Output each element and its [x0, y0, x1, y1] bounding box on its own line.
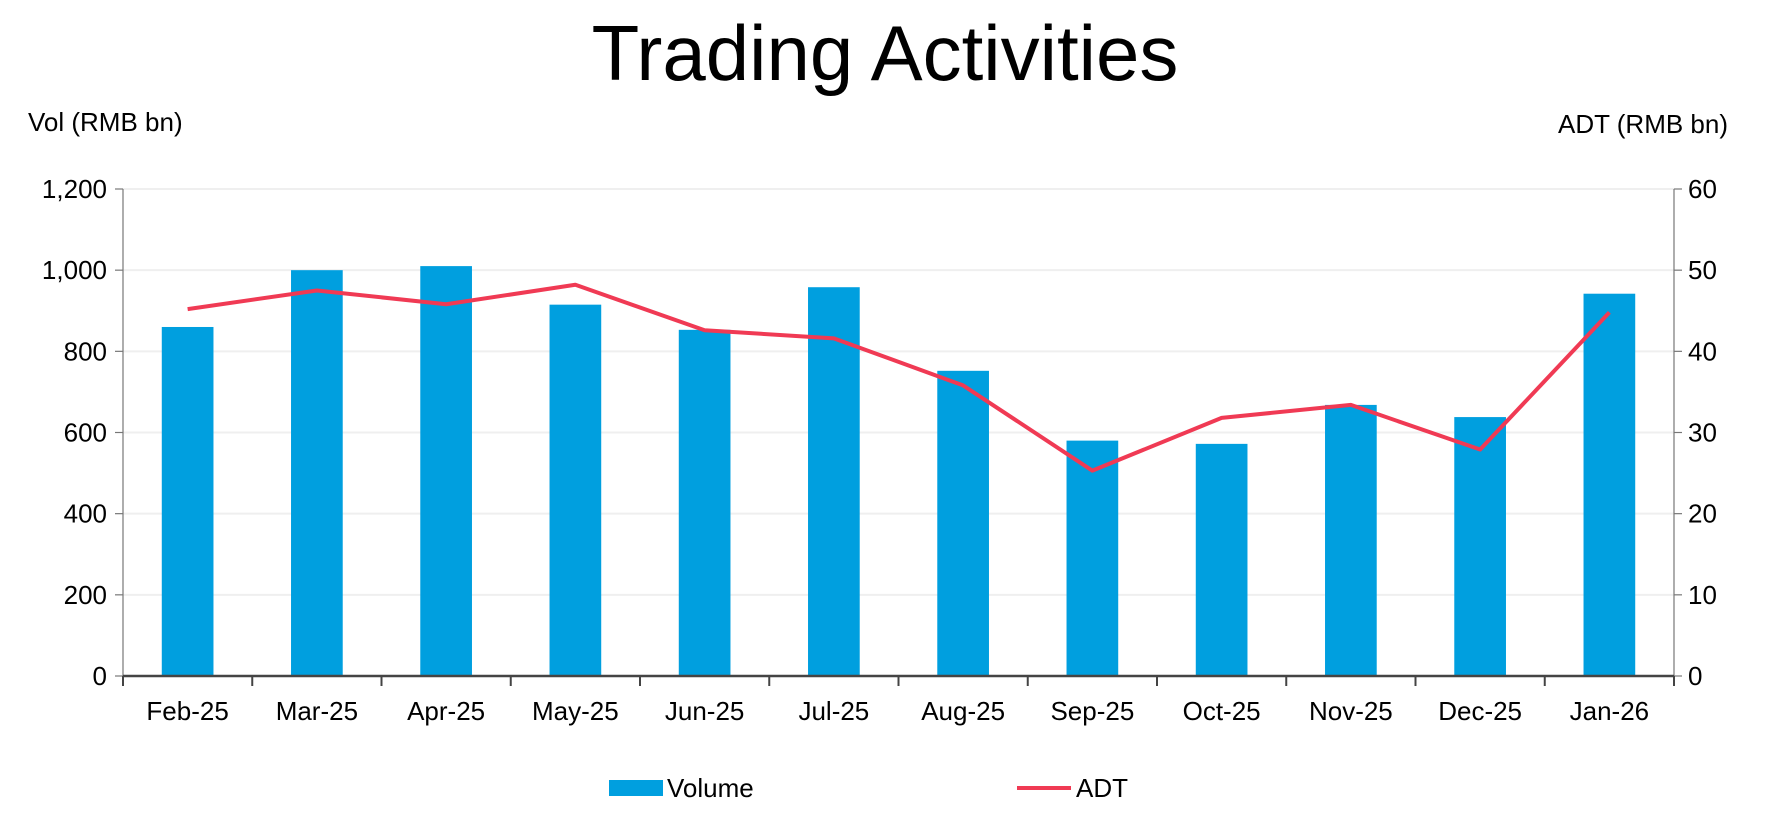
legend-label-adt: ADT: [1076, 773, 1128, 803]
x-tick-label: Aug-25: [921, 696, 1005, 726]
x-tick-label: Feb-25: [146, 696, 228, 726]
x-tick-label: Oct-25: [1183, 696, 1261, 726]
bar-volume-aug-25: [937, 370, 989, 676]
y-tick-label: 600: [64, 418, 107, 448]
y-tick-label: 1,200: [42, 174, 107, 204]
bar-volume-oct-25: [1195, 443, 1248, 676]
x-tick-label: Jul-25: [798, 696, 869, 726]
bar-volume-dec-25: [1454, 417, 1506, 676]
x-tick-label: Jun-25: [665, 696, 745, 726]
y2-tick-label: 0: [1688, 661, 1702, 691]
bar-volume-mar-25: [291, 270, 343, 676]
y2-tick-label: 60: [1688, 174, 1717, 204]
x-tick-label: Dec-25: [1438, 696, 1522, 726]
y2-tick-label: 30: [1688, 418, 1717, 448]
bar-volume-jul-25: [808, 287, 860, 676]
legend-label-volume: Volume: [667, 773, 754, 803]
x-tick-label: Jan-26: [1570, 696, 1650, 726]
legend: Volume ADT: [609, 773, 1128, 803]
y2-axis-label: ADT (RMB bn): [1558, 109, 1728, 139]
y-tick-label: 800: [64, 336, 107, 366]
y2-tick-label: 50: [1688, 255, 1717, 285]
bar-volume-jan-26: [1583, 293, 1636, 676]
y2-tick-label: 10: [1688, 580, 1717, 610]
bar-volume-feb-25: [161, 326, 214, 676]
y-axis-label: Vol (RMB bn): [28, 107, 183, 137]
x-tick-label: Nov-25: [1309, 696, 1393, 726]
bar-volume-nov-25: [1325, 404, 1377, 676]
bar-volume-apr-25: [420, 266, 472, 676]
bar-volume-jun-25: [678, 329, 731, 676]
y-tick-label: 400: [64, 499, 107, 529]
y-tick-label: 0: [93, 661, 107, 691]
x-tick-label: Apr-25: [407, 696, 485, 726]
legend-swatch-volume: [609, 780, 663, 796]
y2-tick-label: 40: [1688, 336, 1717, 366]
adt-line: [187, 282, 1611, 473]
bar-volume-sep-25: [1066, 440, 1119, 676]
x-tick-label: Mar-25: [276, 696, 358, 726]
y2-tick-label: 20: [1688, 499, 1717, 529]
y-tick-label: 1,000: [42, 255, 107, 285]
x-tick-label: May-25: [532, 696, 619, 726]
y-tick-label: 200: [64, 580, 107, 610]
x-tick-label: Sep-25: [1050, 696, 1134, 726]
bar-volume-may-25: [549, 304, 602, 676]
chart-title: Trading Activities: [592, 9, 1179, 97]
